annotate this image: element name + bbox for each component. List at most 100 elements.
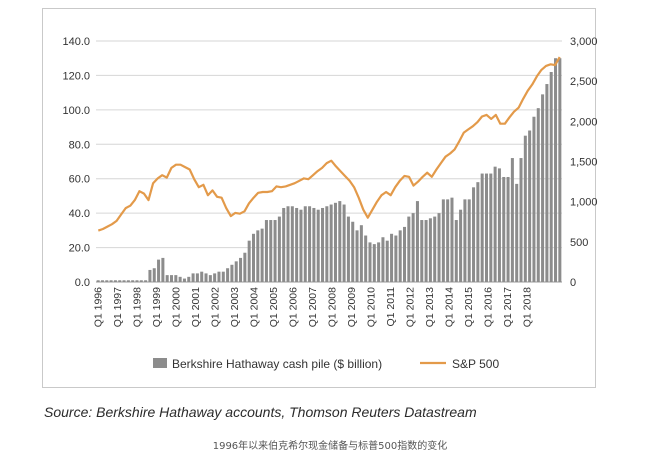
cash-pile-bar	[182, 278, 186, 282]
cash-pile-bar	[545, 84, 549, 283]
cash-pile-bar	[290, 206, 294, 282]
cash-pile-bar	[221, 271, 225, 282]
cash-pile-bar	[105, 280, 109, 282]
left-axis-tick-label: 60.0	[69, 174, 90, 186]
cash-pile-bar	[446, 199, 450, 282]
x-axis-tick-label: Q1 2004	[249, 287, 261, 327]
left-axis-tick-label: 20.0	[69, 243, 90, 255]
right-axis-tick-label: 2,500	[570, 76, 598, 88]
cash-pile-bar	[139, 280, 143, 282]
cash-pile-bar	[342, 204, 346, 282]
x-axis-tick-label: Q1 2014	[444, 287, 456, 327]
x-axis-tick-label: Q1 2007	[307, 287, 319, 327]
cash-pile-bar	[204, 273, 208, 282]
cash-pile-bar	[113, 280, 117, 282]
cash-pile-bar	[282, 207, 286, 282]
cash-pile-bar	[394, 235, 398, 282]
x-axis-tick-label: Q1 2017	[502, 287, 514, 327]
x-axis-tick-label: Q1 2015	[463, 287, 475, 327]
cash-pile-bar	[333, 202, 337, 282]
cash-pile-bar	[454, 220, 458, 282]
x-axis-tick-label: Q1 2000	[171, 287, 183, 327]
cash-pile-bar	[424, 220, 428, 282]
cash-pile-bar	[497, 168, 501, 282]
x-axis-tick-label: Q1 1998	[132, 287, 144, 327]
cash-pile-bar	[463, 199, 467, 282]
cash-pile-bar	[148, 269, 152, 282]
cash-pile-bar	[441, 199, 445, 282]
cash-pile-bar	[303, 206, 307, 282]
cash-pile-bar	[385, 240, 389, 282]
cash-pile-bar	[195, 273, 199, 282]
cash-pile-bar	[187, 276, 191, 282]
cash-pile-bar	[126, 280, 130, 282]
cash-pile-bar	[549, 71, 553, 282]
cash-pile-bar	[226, 268, 230, 282]
cash-pile-bar	[489, 173, 493, 282]
cash-pile-bar	[359, 225, 363, 282]
cash-pile-bar	[433, 216, 437, 282]
x-axis-tick-label: Q1 1997	[112, 287, 124, 327]
cash-pile-bar	[381, 237, 385, 282]
cash-pile-bar	[493, 166, 497, 282]
cash-pile-bar	[515, 183, 519, 282]
cash-pile-bar	[96, 280, 100, 282]
x-axis-tick-label: Q1 2018	[522, 287, 534, 327]
cash-pile-bar	[239, 257, 243, 282]
cash-pile-bar	[191, 273, 195, 282]
x-axis-tick-label: Q1 2009	[346, 287, 358, 327]
cash-pile-bar	[476, 182, 480, 282]
cash-pile-bar	[459, 209, 463, 282]
cash-pile-bar	[208, 275, 212, 282]
cash-pile-bar	[411, 213, 415, 282]
cash-pile-bar	[131, 280, 135, 282]
cash-pile-bar	[118, 280, 122, 282]
cash-pile-bar	[213, 273, 217, 282]
cash-pile-bar	[174, 275, 178, 282]
cash-pile-bar	[472, 187, 476, 282]
x-axis-tick-label: Q1 2010	[366, 287, 378, 327]
x-axis-tick-label: Q1 1999	[151, 287, 163, 327]
cash-pile-bar	[122, 280, 126, 282]
left-axis-tick-label: 100.0	[62, 105, 90, 117]
cash-pile-bar	[554, 58, 558, 282]
cash-pile-bar	[321, 207, 325, 282]
x-axis-tick-label: Q1 2011	[385, 287, 397, 327]
cash-pile-bar	[372, 244, 376, 282]
cash-pile-bar	[178, 276, 182, 282]
left-axis-tick-label: 80.0	[69, 139, 90, 151]
x-axis-tick-label: Q1 2006	[288, 287, 300, 327]
cash-pile-bar	[243, 252, 247, 282]
cash-pile-bar	[325, 206, 329, 282]
cash-pile-bar	[536, 108, 540, 282]
right-axis-tick-label: 0	[570, 277, 576, 289]
source-note: Source: Berkshire Hathaway accounts, Tho…	[44, 404, 477, 420]
legend-label-cash: Berkshire Hathaway cash pile ($ billion)	[172, 357, 382, 371]
cash-pile-bar	[157, 259, 161, 282]
cash-pile-bar	[480, 173, 484, 282]
left-axis-tick-label: 140.0	[62, 36, 90, 48]
legend-label-sp500: S&P 500	[452, 357, 499, 371]
x-axis-tick-label: Q1 2003	[229, 287, 241, 327]
right-axis-tick-label: 1,500	[570, 157, 598, 169]
right-axis-tick-label: 1,000	[570, 197, 598, 209]
cash-pile-bar	[377, 242, 381, 282]
cash-pile-bar	[390, 233, 394, 282]
cash-pile-bar	[368, 242, 372, 282]
cash-pile-bar	[532, 116, 536, 282]
cash-pile-bar	[295, 207, 299, 282]
cash-pile-bar	[420, 220, 424, 282]
figure-caption: 1996年以来伯克希尔现金储备与标普500指数的变化	[212, 441, 448, 452]
cash-pile-bar	[506, 176, 510, 282]
x-axis-tick-label: Q1 2002	[210, 287, 222, 327]
cash-pile-bar	[437, 213, 441, 282]
cash-pile-bar	[484, 173, 489, 282]
cash-pile-bar	[247, 240, 251, 282]
cash-pile-bar	[428, 218, 432, 282]
cash-pile-bar	[273, 220, 277, 282]
cash-pile-bar	[152, 268, 156, 282]
left-axis-tick-label: 120.0	[62, 70, 90, 82]
cash-pile-bar	[299, 209, 303, 282]
x-axis-tick-label: Q1 2005	[268, 287, 280, 327]
cash-pile-bar	[109, 280, 113, 282]
